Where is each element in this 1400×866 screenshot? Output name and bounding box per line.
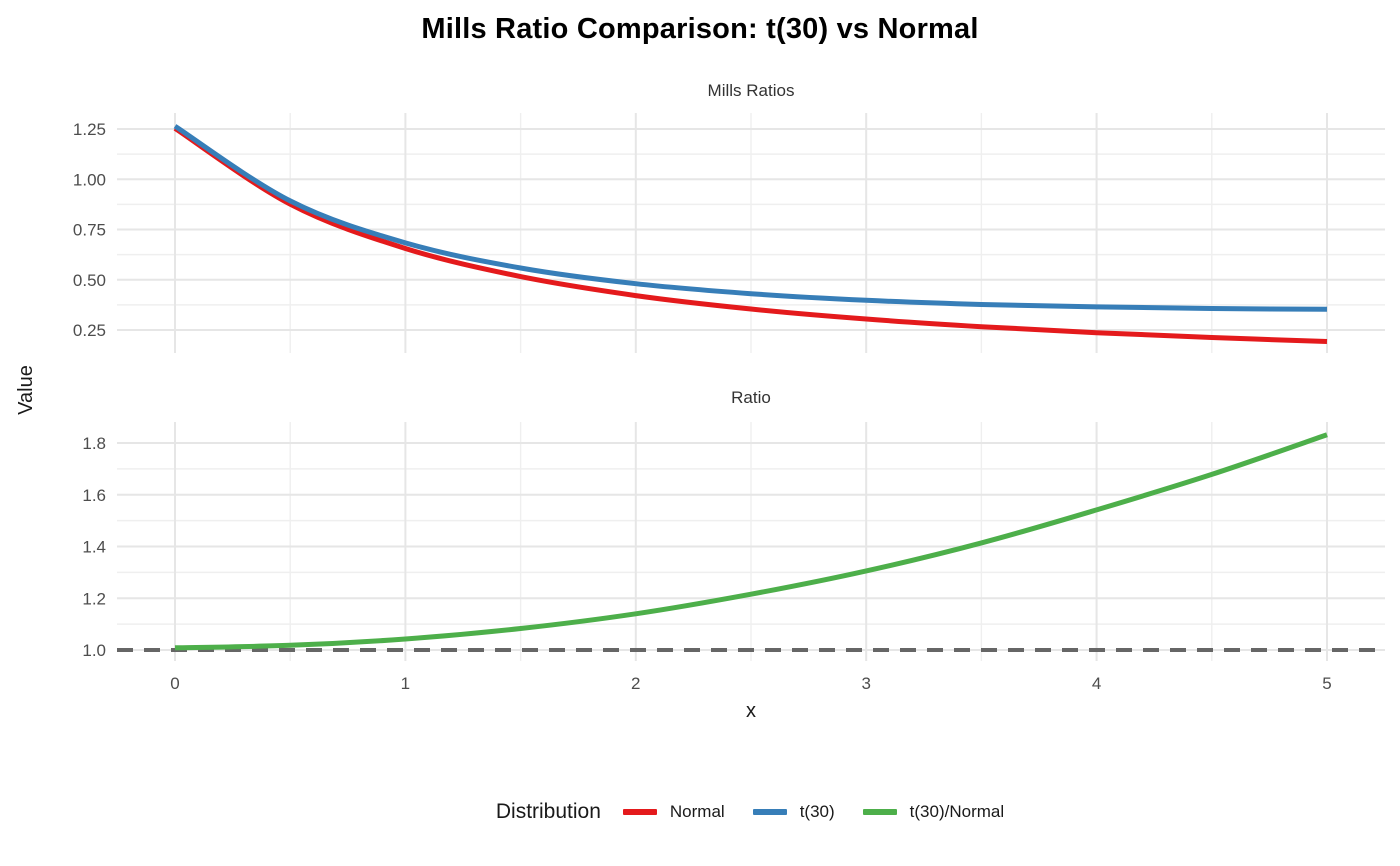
- x-tick-label: 4: [1092, 674, 1101, 693]
- legend-item-label: t(30): [799, 802, 835, 821]
- y-tick-label: 1.2: [82, 589, 106, 608]
- facet-strip-ratio: Ratio: [731, 388, 771, 407]
- legend-key-line: [622, 809, 657, 815]
- y-tick-label: 0.75: [73, 221, 106, 240]
- legend-item-t-30-: t(30): [752, 802, 835, 822]
- facet-panel: 0.25 0.50 0.75 1.00 1.25: [73, 113, 1385, 353]
- facet-panel: 1.0 1.2 1.4 1.6 1.8 0 1 2 3 4 5: [82, 422, 1385, 693]
- chart-canvas: 0.25 0.50 0.75 1.00 1.25 1.0 1.2 1.4 1.6 1.8 0 1 2 3 4…: [73, 113, 1385, 693]
- x-tick-label: 3: [861, 674, 870, 693]
- legend-title: Distribution: [495, 800, 601, 823]
- legend-item-normal: Normal: [622, 802, 725, 822]
- x-axis-title: x: [746, 700, 756, 722]
- y-tick-label: 0.50: [73, 271, 106, 290]
- legend-items: Normal t(30) t(30)/Normal: [622, 802, 1005, 822]
- x-tick-label: 1: [401, 674, 410, 693]
- legend: Distribution Normal t(30) t(30)/Normal: [100, 792, 1400, 832]
- y-tick-label: 1.0: [82, 641, 106, 660]
- series-line-t-30-normal: [174, 432, 1328, 651]
- x-tick-label: 5: [1322, 674, 1331, 693]
- x-tick-label: 2: [631, 674, 640, 693]
- y-tick-label: 1.00: [73, 170, 106, 189]
- legend-item-label: Normal: [669, 802, 725, 821]
- legend-key-line: [752, 809, 787, 815]
- series-line-t-30-: [173, 124, 1328, 312]
- series-line-normal: [173, 126, 1328, 344]
- y-tick-label: 0.25: [73, 321, 106, 340]
- facet-strip-mills-ratios: Mills Ratios: [707, 81, 795, 100]
- legend-key-line: [862, 809, 897, 815]
- y-axis-title: Value: [15, 365, 37, 415]
- y-tick-label: 1.25: [73, 120, 106, 139]
- legend-item-label: t(30)/Normal: [909, 802, 1005, 821]
- plot-title: Mills Ratio Comparison: t(30) vs Normal: [421, 13, 979, 45]
- legend-item-t-30-normal: t(30)/Normal: [862, 802, 1005, 822]
- y-tick-label: 1.6: [82, 486, 106, 505]
- x-tick-label: 0: [170, 674, 179, 693]
- y-tick-label: 1.8: [82, 434, 106, 453]
- y-tick-label: 1.4: [82, 538, 106, 557]
